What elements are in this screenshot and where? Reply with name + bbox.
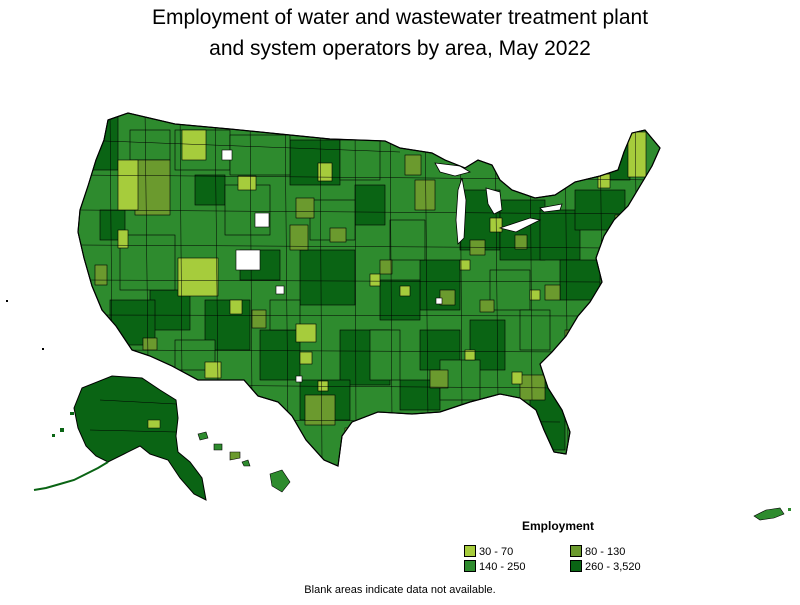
contiguous-us bbox=[77, 112, 661, 467]
legend-label: 30 - 70 bbox=[479, 546, 514, 558]
puerto-rico bbox=[753, 507, 791, 521]
legend-item-260-3520: 260 - 3,520 bbox=[570, 560, 641, 574]
footnote: Blank areas indicate data not available. bbox=[304, 584, 496, 596]
lake-ontario bbox=[539, 203, 563, 213]
lake-michigan bbox=[455, 177, 467, 245]
legend-swatch bbox=[464, 560, 476, 572]
lake-huron bbox=[485, 187, 503, 215]
map-title-line-1: Employment of water and wastewater treat… bbox=[151, 6, 649, 29]
map-title-line-2: and system operators by area, May 2022 bbox=[209, 37, 591, 60]
legend-swatch bbox=[570, 560, 582, 572]
legend-swatch bbox=[464, 545, 476, 557]
legend-item-140-250: 140 - 250 bbox=[464, 560, 525, 574]
legend-swatch bbox=[570, 545, 582, 557]
legend-label: 80 - 130 bbox=[585, 546, 626, 558]
lake-superior bbox=[434, 162, 472, 177]
alaska bbox=[33, 375, 207, 501]
legend-title: Employment bbox=[522, 519, 595, 533]
legend-item-30-70: 30 - 70 bbox=[464, 545, 513, 559]
legend: Employment 30 - 70 80 - 130 140 - 250 26… bbox=[462, 518, 662, 578]
map-title: Employment of water and wastewater treat… bbox=[0, 2, 800, 64]
lake-erie bbox=[498, 217, 542, 233]
hawaii bbox=[197, 431, 291, 493]
legend-item-80-130: 80 - 130 bbox=[570, 545, 625, 559]
legend-label: 140 - 250 bbox=[479, 561, 526, 573]
legend-label: 260 - 3,520 bbox=[585, 561, 641, 573]
